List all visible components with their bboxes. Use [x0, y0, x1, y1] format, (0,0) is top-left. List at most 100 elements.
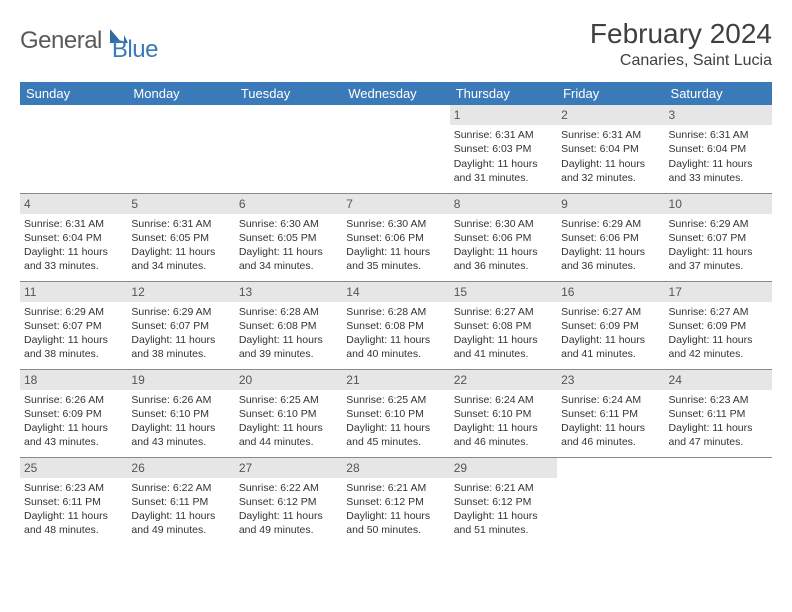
day-number: 20 [235, 370, 342, 390]
calendar-cell: 3Sunrise: 6:31 AMSunset: 6:04 PMDaylight… [665, 105, 772, 193]
day-number: 15 [450, 282, 557, 302]
sunset-text: Sunset: 6:12 PM [346, 495, 445, 509]
calendar-week-row: 25Sunrise: 6:23 AMSunset: 6:11 PMDayligh… [20, 457, 772, 545]
daylight-text: Daylight: 11 hours and 36 minutes. [561, 245, 660, 273]
daylight-text: Daylight: 11 hours and 49 minutes. [131, 509, 230, 537]
day-number: 6 [235, 194, 342, 214]
daylight-text: Daylight: 11 hours and 38 minutes. [24, 333, 123, 361]
daylight-text: Daylight: 11 hours and 41 minutes. [561, 333, 660, 361]
sunset-text: Sunset: 6:08 PM [454, 319, 553, 333]
daylight-text: Daylight: 11 hours and 44 minutes. [239, 421, 338, 449]
day-number-empty [127, 105, 234, 125]
day-number: 8 [450, 194, 557, 214]
sunrise-text: Sunrise: 6:29 AM [131, 305, 230, 319]
sunset-text: Sunset: 6:10 PM [131, 407, 230, 421]
calendar-cell: 13Sunrise: 6:28 AMSunset: 6:08 PMDayligh… [235, 281, 342, 369]
calendar-cell: 9Sunrise: 6:29 AMSunset: 6:06 PMDaylight… [557, 193, 664, 281]
sunrise-text: Sunrise: 6:28 AM [346, 305, 445, 319]
daylight-text: Daylight: 11 hours and 41 minutes. [454, 333, 553, 361]
sunrise-text: Sunrise: 6:29 AM [24, 305, 123, 319]
day-header: Tuesday [235, 82, 342, 105]
calendar-cell: 4Sunrise: 6:31 AMSunset: 6:04 PMDaylight… [20, 193, 127, 281]
calendar-cell: 12 Sunrise: 6:29 AMSunset: 6:07 PMDayligh… [127, 281, 234, 369]
daylight-text: Daylight: 11 hours and 33 minutes. [24, 245, 123, 273]
daylight-text: Daylight: 11 hours and 46 minutes. [454, 421, 553, 449]
sunset-text: Sunset: 6:04 PM [24, 231, 123, 245]
calendar-cell [127, 105, 234, 193]
logo: General Blue [20, 18, 158, 64]
daylight-text: Daylight: 11 hours and 46 minutes. [561, 421, 660, 449]
day-number-empty [557, 458, 664, 478]
sunset-text: Sunset: 6:07 PM [131, 319, 230, 333]
sunrise-text: Sunrise: 6:21 AM [454, 481, 553, 495]
day-number: 24 [665, 370, 772, 390]
title-block: February 2024 Canaries, Saint Lucia [590, 18, 772, 70]
sunrise-text: Sunrise: 6:22 AM [131, 481, 230, 495]
sunrise-text: Sunrise: 6:24 AM [454, 393, 553, 407]
daylight-text: Daylight: 11 hours and 47 minutes. [669, 421, 768, 449]
daylight-text: Daylight: 11 hours and 36 minutes. [454, 245, 553, 273]
sunset-text: Sunset: 6:09 PM [669, 319, 768, 333]
day-number: 10 [665, 194, 772, 214]
calendar-cell: 11Sunrise: 6:29 AMSunset: 6:07 PMDayligh… [20, 281, 127, 369]
day-header: Sunday [20, 82, 127, 105]
day-number: 29 [450, 458, 557, 478]
calendar-cell: 23Sunrise: 6:24 AMSunset: 6:11 PMDayligh… [557, 369, 664, 457]
calendar-cell: 22Sunrise: 6:24 AMSunset: 6:10 PMDayligh… [450, 369, 557, 457]
day-number: 28 [342, 458, 449, 478]
day-number: 12 [127, 282, 234, 302]
sunrise-text: Sunrise: 6:22 AM [239, 481, 338, 495]
daylight-text: Daylight: 11 hours and 51 minutes. [454, 509, 553, 537]
daylight-text: Daylight: 11 hours and 42 minutes. [669, 333, 768, 361]
daylight-text: Daylight: 11 hours and 37 minutes. [669, 245, 768, 273]
calendar-cell [20, 105, 127, 193]
calendar-cell: 2Sunrise: 6:31 AMSunset: 6:04 PMDaylight… [557, 105, 664, 193]
sunset-text: Sunset: 6:11 PM [669, 407, 768, 421]
sunset-text: Sunset: 6:12 PM [454, 495, 553, 509]
day-number: 1 [450, 105, 557, 125]
sunrise-text: Sunrise: 6:21 AM [346, 481, 445, 495]
sunrise-text: Sunrise: 6:27 AM [561, 305, 660, 319]
calendar-cell: 18Sunrise: 6:26 AMSunset: 6:09 PMDayligh… [20, 369, 127, 457]
calendar-cell: 5Sunrise: 6:31 AMSunset: 6:05 PMDaylight… [127, 193, 234, 281]
calendar-cell: 21Sunrise: 6:25 AMSunset: 6:10 PMDayligh… [342, 369, 449, 457]
sunrise-text: Sunrise: 6:23 AM [24, 481, 123, 495]
sunset-text: Sunset: 6:11 PM [561, 407, 660, 421]
day-number: 14 [342, 282, 449, 302]
sunset-text: Sunset: 6:11 PM [131, 495, 230, 509]
calendar-cell: 20Sunrise: 6:25 AMSunset: 6:10 PMDayligh… [235, 369, 342, 457]
day-number-empty [342, 105, 449, 125]
calendar-cell: 25Sunrise: 6:23 AMSunset: 6:11 PMDayligh… [20, 457, 127, 545]
logo-text-2: Blue [112, 36, 158, 64]
sunset-text: Sunset: 6:09 PM [561, 319, 660, 333]
calendar-cell: 28 Sunrise: 6:21 AMSunset: 6:12 PMDayligh… [342, 457, 449, 545]
logo-text-1: General [20, 27, 102, 55]
calendar-week-row: 11Sunrise: 6:29 AMSunset: 6:07 PMDayligh… [20, 281, 772, 369]
sunset-text: Sunset: 6:10 PM [239, 407, 338, 421]
sunrise-text: Sunrise: 6:30 AM [239, 217, 338, 231]
calendar-cell [665, 457, 772, 545]
daylight-text: Daylight: 11 hours and 50 minutes. [346, 509, 445, 537]
daylight-text: Daylight: 11 hours and 38 minutes. [131, 333, 230, 361]
sunrise-text: Sunrise: 6:31 AM [24, 217, 123, 231]
calendar-week-row: 1Sunrise: 6:31 AMSunset: 6:03 PMDaylight… [20, 105, 772, 193]
sunrise-text: Sunrise: 6:29 AM [669, 217, 768, 231]
sunrise-text: Sunrise: 6:26 AM [24, 393, 123, 407]
day-header: Thursday [450, 82, 557, 105]
sunset-text: Sunset: 6:04 PM [669, 142, 768, 156]
sunset-text: Sunset: 6:05 PM [131, 231, 230, 245]
daylight-text: Daylight: 11 hours and 33 minutes. [669, 157, 768, 185]
sunrise-text: Sunrise: 6:27 AM [454, 305, 553, 319]
day-header: Wednesday [342, 82, 449, 105]
daylight-text: Daylight: 11 hours and 32 minutes. [561, 157, 660, 185]
sunrise-text: Sunrise: 6:26 AM [131, 393, 230, 407]
sunset-text: Sunset: 6:08 PM [346, 319, 445, 333]
daylight-text: Daylight: 11 hours and 48 minutes. [24, 509, 123, 537]
calendar-cell: 10Sunrise: 6:29 AMSunset: 6:07 PMDayligh… [665, 193, 772, 281]
calendar-cell: 29 Sunrise: 6:21 AMSunset: 6:12 PMDayligh… [450, 457, 557, 545]
daylight-text: Daylight: 11 hours and 34 minutes. [239, 245, 338, 273]
sunset-text: Sunset: 6:10 PM [346, 407, 445, 421]
day-number: 5 [127, 194, 234, 214]
calendar-week-row: 18Sunrise: 6:26 AMSunset: 6:09 PMDayligh… [20, 369, 772, 457]
day-number: 18 [20, 370, 127, 390]
